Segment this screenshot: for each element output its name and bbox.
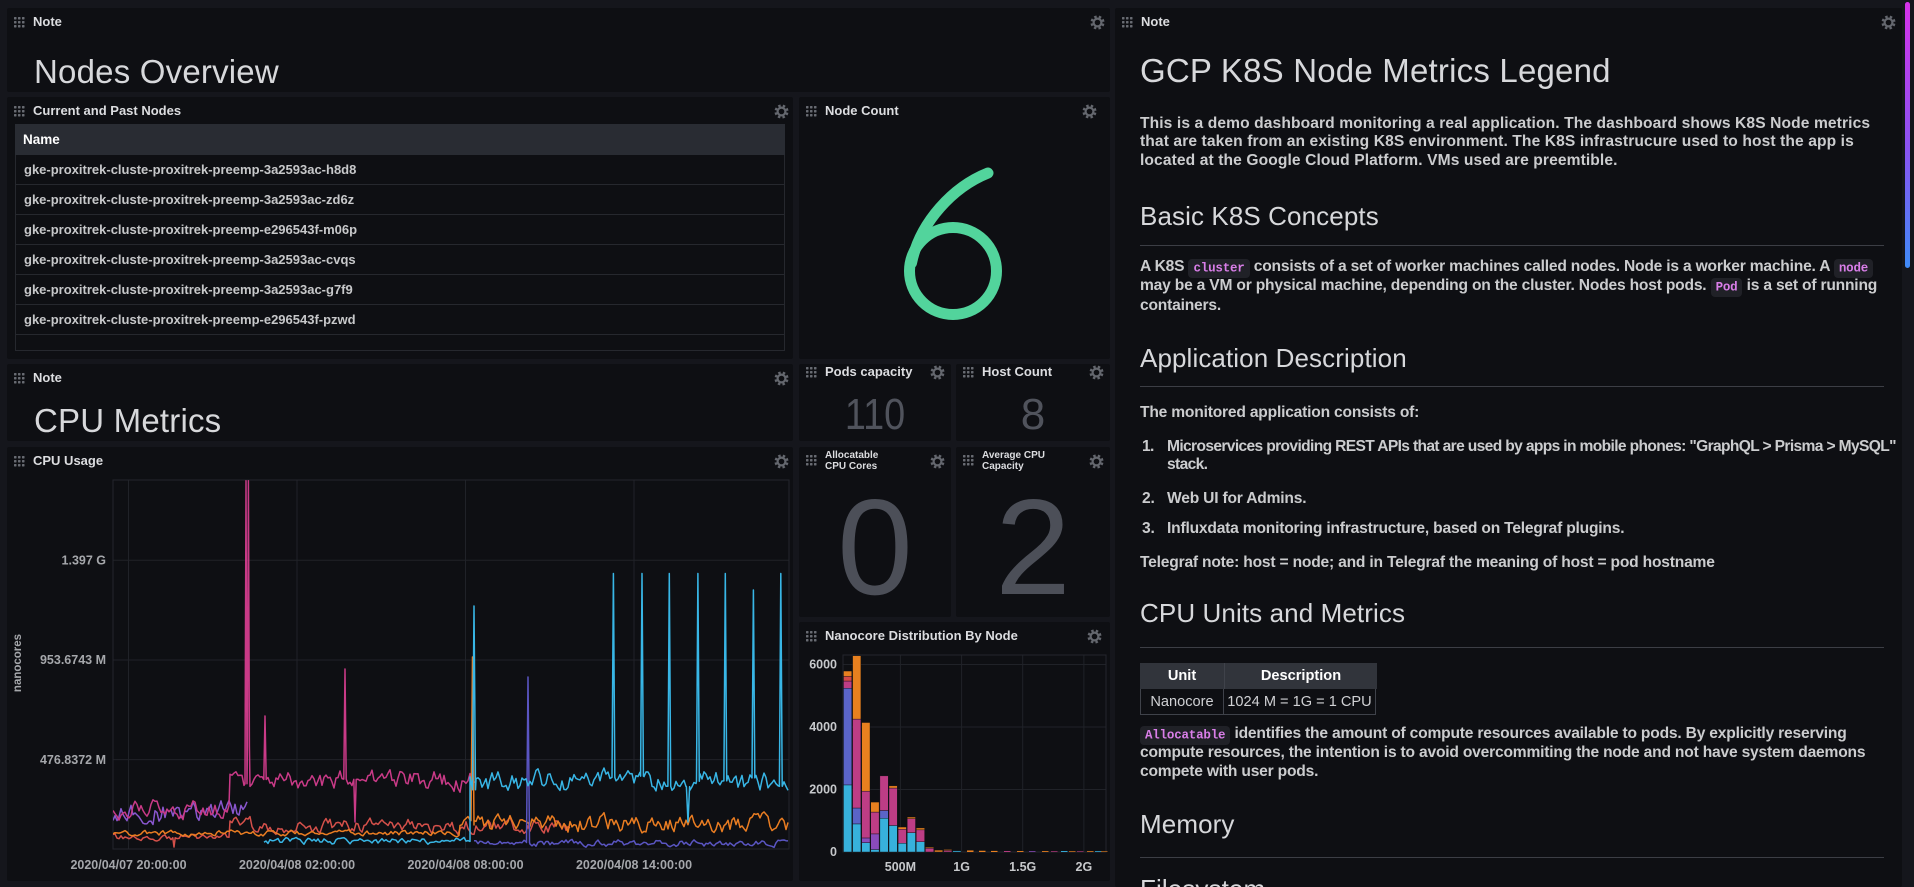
- svg-text:nanocores: nanocores: [12, 634, 24, 692]
- svg-text:2020/04/08 14:00:00: 2020/04/08 14:00:00: [576, 858, 692, 872]
- svg-text:2020/04/07 20:00:00: 2020/04/07 20:00:00: [70, 858, 186, 872]
- svg-text:2G: 2G: [1076, 860, 1093, 874]
- svg-text:0: 0: [830, 845, 837, 859]
- svg-text:500M: 500M: [885, 860, 916, 874]
- svg-text:2020/04/08 02:00:00: 2020/04/08 02:00:00: [239, 858, 355, 872]
- svg-text:2020/04/08 08:00:00: 2020/04/08 08:00:00: [407, 858, 523, 872]
- svg-text:4000: 4000: [809, 720, 837, 734]
- svg-text:2000: 2000: [809, 783, 837, 797]
- svg-text:1.397 G: 1.397 G: [62, 554, 106, 568]
- svg-text:1G: 1G: [953, 860, 970, 874]
- svg-text:1.5G: 1.5G: [1009, 860, 1036, 874]
- svg-text:476.8372 M: 476.8372 M: [40, 753, 106, 767]
- svg-text:953.6743 M: 953.6743 M: [40, 653, 106, 667]
- svg-text:6000: 6000: [809, 658, 837, 672]
